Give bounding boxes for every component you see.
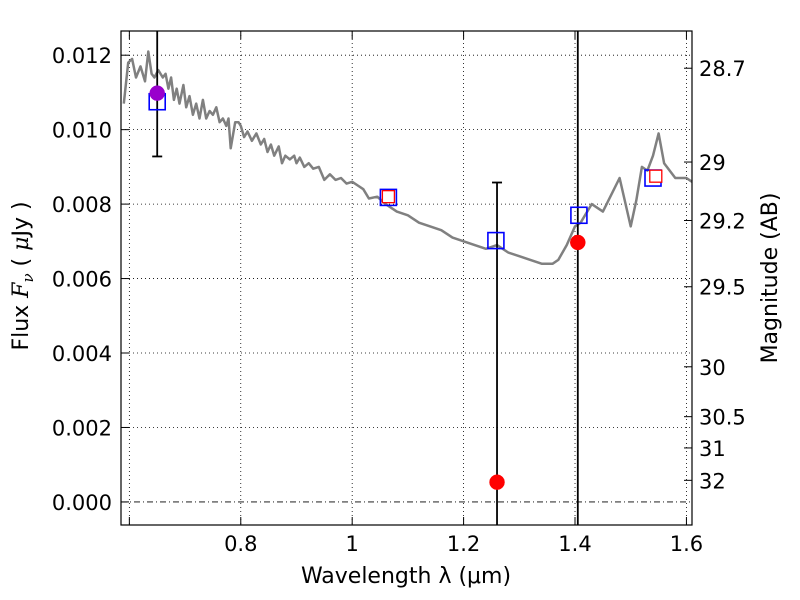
x-tick-label: 1.4 xyxy=(558,532,591,556)
model-spectrum-line xyxy=(122,50,693,265)
observed-point-hollow xyxy=(649,169,663,183)
grid-lines xyxy=(121,31,692,525)
y-tick-label: 0.010 xyxy=(52,119,112,143)
y-axis-label: Flux Fν ( μJy ) xyxy=(9,201,37,350)
mag-tick-label: 32 xyxy=(699,469,726,493)
x-tick-label: 1.2 xyxy=(447,532,480,556)
mag-tick-label: 29.5 xyxy=(699,276,746,300)
model-band-square xyxy=(570,206,588,225)
model-band-square xyxy=(487,231,505,250)
y-tick-label: 0.000 xyxy=(52,491,112,515)
observed-point xyxy=(149,85,165,101)
plot-frame xyxy=(120,30,693,526)
axis-ticks: 0.8 1 1.2 1.4 1.6 0.000 0.002 0.004 0.006 0.008 0.… xyxy=(52,31,746,556)
observed-point-hollow xyxy=(381,190,396,204)
mag-tick-label: 30.5 xyxy=(699,406,746,430)
observed-point xyxy=(570,234,586,251)
mag-tick-label: 28.7 xyxy=(699,57,746,81)
x-tick-label: 1.6 xyxy=(670,532,703,556)
mag-tick-label: 30 xyxy=(699,356,726,380)
y-tick-label: 0.002 xyxy=(52,416,112,440)
y-tick-label: 0.008 xyxy=(52,193,112,217)
mag-tick-label: 29 xyxy=(699,151,726,175)
error-bars xyxy=(152,31,579,525)
model-band-square xyxy=(379,188,398,207)
model-spectrum xyxy=(122,50,693,265)
mag-tick-label: 29.2 xyxy=(699,209,746,233)
x-tick-label: 0.8 xyxy=(224,532,257,556)
right-axis-label: Magnitude (AB) xyxy=(758,193,783,364)
y-tick-label: 0.006 xyxy=(52,268,112,292)
x-axis-label: Wavelength λ (μm) xyxy=(301,564,511,589)
mag-tick-label: 31 xyxy=(699,437,726,461)
y-tick-label: 0.004 xyxy=(52,342,112,366)
y-tick-label: 0.012 xyxy=(52,44,112,68)
data-markers xyxy=(148,85,663,490)
observed-point xyxy=(489,474,505,490)
x-tick-label: 1 xyxy=(345,532,358,556)
